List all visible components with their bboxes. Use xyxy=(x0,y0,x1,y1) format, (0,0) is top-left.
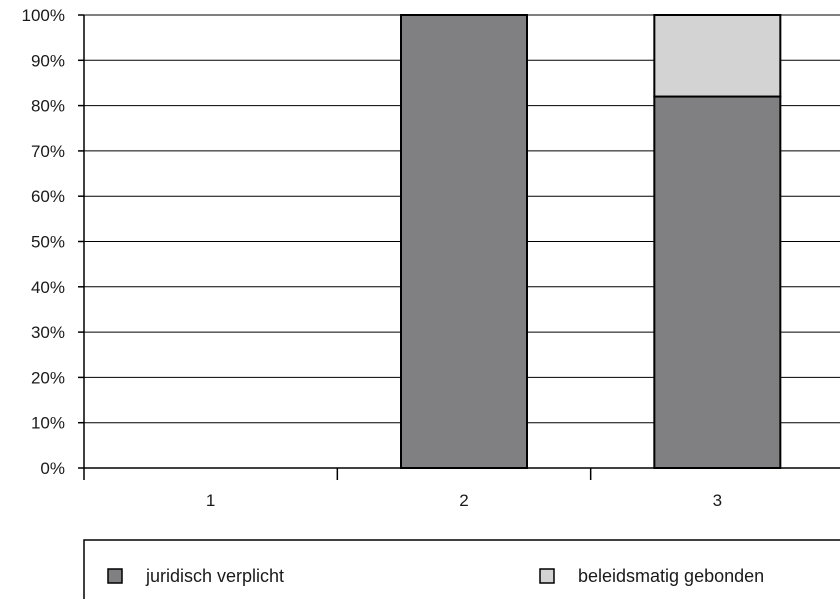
legend-label-juridisch-verplicht: juridisch verplicht xyxy=(145,566,284,586)
y-tick-label: 0% xyxy=(40,459,65,478)
legend-swatch-juridisch-verplicht xyxy=(107,568,123,584)
x-tick-label: 3 xyxy=(713,491,722,510)
bars xyxy=(400,14,782,469)
y-tick-label: 70% xyxy=(31,142,65,161)
legend-box xyxy=(83,539,840,599)
y-tick-label: 80% xyxy=(31,97,65,116)
y-tick-label: 20% xyxy=(31,368,65,387)
x-tick-label: 1 xyxy=(206,491,215,510)
y-tick-label: 60% xyxy=(31,187,65,206)
y-tick-label: 30% xyxy=(31,323,65,342)
x-axis-ticks: 1 2 3 xyxy=(83,468,722,510)
bar-segment-cat2-series1 xyxy=(400,14,528,469)
y-tick-label: 40% xyxy=(31,278,65,297)
bar-segment-cat3-series1 xyxy=(653,95,782,469)
y-tick-label: 100% xyxy=(22,6,65,25)
y-tick-label: 10% xyxy=(31,414,65,433)
legend-label-beleidsmatig-gebonden: beleidsmatig gebonden xyxy=(578,566,764,586)
y-tick-label: 50% xyxy=(31,233,65,252)
x-tick-label: 2 xyxy=(459,491,468,510)
legend: juridisch verplicht beleidsmatig gebonde… xyxy=(83,539,840,599)
y-tick-label: 90% xyxy=(31,51,65,70)
bar-segment-cat3-series2 xyxy=(653,14,782,98)
y-axis-ticks: 0% 10% 20% 30% 40% 50% 60% 70% 80% 90% 100% xyxy=(22,6,84,478)
legend-swatch-beleidsmatig-gebonden xyxy=(539,568,555,584)
plot-area: 0% 10% 20% 30% 40% 50% 60% 70% 80% 90% 100% 1 2 3 xyxy=(22,6,840,510)
